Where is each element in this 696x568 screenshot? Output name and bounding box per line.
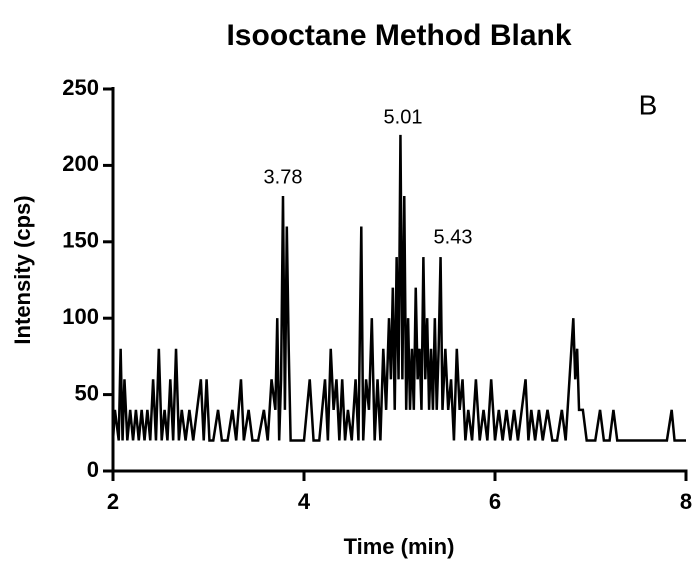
annotation: 3.78: [264, 166, 303, 188]
y-axis-label: Intensity (cps): [10, 195, 35, 344]
x-axis-label: Time (min): [344, 534, 455, 559]
x-tick-label: 8: [680, 489, 692, 514]
annotation: 5.43: [434, 226, 473, 248]
annotation: B: [639, 89, 658, 120]
y-tick-label: 200: [62, 151, 99, 176]
x-tick-label: 6: [489, 489, 501, 514]
y-tick-label: 0: [87, 457, 99, 482]
chart-title: Isooctane Method Blank: [226, 19, 571, 52]
x-tick-label: 2: [107, 489, 119, 514]
y-tick-label: 50: [75, 380, 99, 405]
y-tick-label: 100: [62, 304, 99, 329]
x-tick-label: 4: [298, 489, 311, 514]
annotation: 5.01: [384, 106, 423, 128]
data-line: [111, 134, 686, 442]
y-tick-label: 150: [62, 228, 99, 253]
y-tick-label: 250: [62, 75, 99, 100]
